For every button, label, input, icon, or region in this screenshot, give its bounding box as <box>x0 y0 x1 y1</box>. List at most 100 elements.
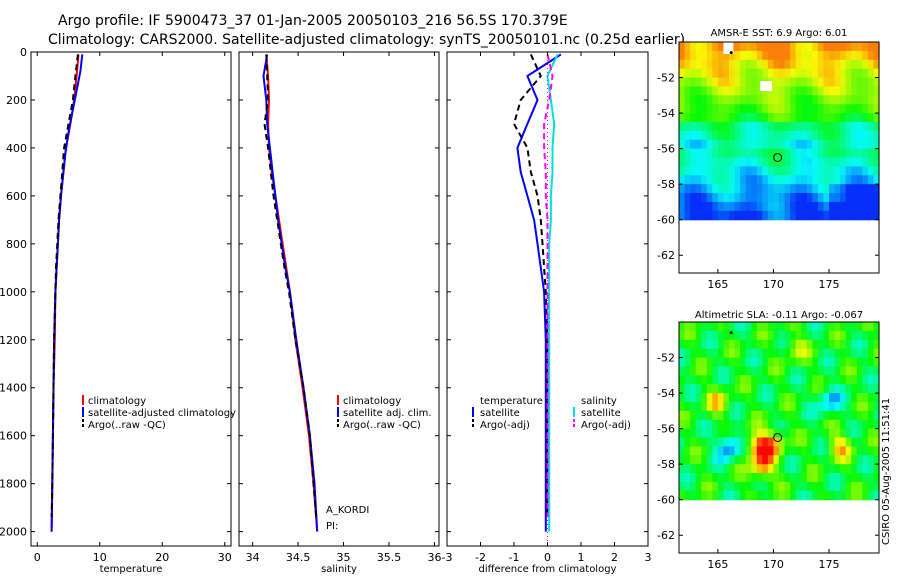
map-cell <box>701 184 708 194</box>
map-cell <box>834 366 841 376</box>
map-cell <box>812 366 819 376</box>
map-cell <box>801 490 808 501</box>
map-cell <box>856 42 863 52</box>
map-cell <box>762 464 769 474</box>
map-cell <box>845 357 852 368</box>
map-cell <box>845 113 852 123</box>
map-cell <box>790 86 797 96</box>
map-cell <box>851 77 858 88</box>
map-cell <box>679 357 686 368</box>
map-cell <box>756 201 763 212</box>
map-cell <box>701 59 708 70</box>
map-cell <box>773 95 780 105</box>
map-cell <box>817 393 825 403</box>
map-cell <box>762 410 769 421</box>
map-cell <box>795 50 802 61</box>
map-cell <box>695 193 702 203</box>
map-cell <box>745 201 752 212</box>
map-cell <box>829 157 836 167</box>
map-cell <box>706 366 713 376</box>
map-cell <box>706 419 713 430</box>
map-cell <box>795 193 802 203</box>
y-tick-label: 200 <box>6 94 27 107</box>
map-cell <box>684 366 691 376</box>
map-cell <box>756 184 763 194</box>
map-cell <box>779 348 786 359</box>
map-cell <box>873 464 880 474</box>
map-cell <box>862 42 869 52</box>
map-cell <box>740 473 747 483</box>
map-cell <box>851 42 858 52</box>
map-cell <box>679 95 686 105</box>
map-cell <box>679 148 686 159</box>
map-cell <box>834 437 841 447</box>
map-cell <box>867 139 875 150</box>
map-cell <box>779 104 786 114</box>
map-cell <box>862 366 869 376</box>
y-tick-label: -62 <box>657 529 675 542</box>
map-cell <box>751 437 758 447</box>
map-cell <box>779 157 786 167</box>
map-cell <box>773 366 780 376</box>
x-tick-label: 36 <box>427 551 441 564</box>
map-cell <box>867 330 875 341</box>
y-tick-label: 0 <box>20 46 27 59</box>
map-cell <box>773 86 780 96</box>
map-cell <box>806 139 813 150</box>
map-cell <box>762 157 769 167</box>
map-cell <box>712 428 719 439</box>
map-cell <box>867 339 875 350</box>
map-cell <box>790 121 797 132</box>
map-cell <box>701 139 708 150</box>
map-cell <box>740 95 747 105</box>
map-cell <box>845 139 852 150</box>
map-cell <box>856 428 863 439</box>
map-cell <box>812 175 819 185</box>
map-cell <box>740 339 747 350</box>
map-cell <box>723 50 730 61</box>
x-tick-label: 170 <box>763 558 784 571</box>
map-cell <box>801 428 808 439</box>
map-cell <box>856 113 863 123</box>
map-cell <box>712 473 719 483</box>
map-cell <box>840 464 847 474</box>
map-cell <box>862 193 869 203</box>
map-cell <box>706 446 713 456</box>
map-cell <box>729 357 736 368</box>
map-cell <box>790 393 797 403</box>
map-cell <box>873 357 880 368</box>
map-cell <box>834 348 841 359</box>
map-cell <box>717 68 725 79</box>
map-cell <box>801 113 808 123</box>
map-cell <box>795 121 802 132</box>
map-cell <box>851 428 858 439</box>
map-cell <box>734 130 741 141</box>
map-cell <box>717 121 725 132</box>
map-cell <box>695 184 702 194</box>
map-cell <box>784 139 791 150</box>
map-cell <box>723 139 730 150</box>
map-cell <box>784 148 791 159</box>
map-cell <box>817 139 825 150</box>
map-cell <box>712 330 719 341</box>
map-cell <box>795 322 802 332</box>
map-cell <box>679 42 686 52</box>
map-cell <box>684 175 691 185</box>
map-cell <box>690 130 697 141</box>
map-cell <box>845 428 852 439</box>
map-cell <box>851 393 858 403</box>
map-cell <box>812 121 819 132</box>
map-cell <box>806 464 813 474</box>
map-cell <box>856 139 863 150</box>
map-cell <box>767 410 775 421</box>
map-cell <box>873 175 880 185</box>
annotation-line-2: PI: <box>326 521 338 532</box>
map-cell <box>723 59 730 70</box>
map-cell <box>829 139 836 150</box>
map-cell <box>867 184 875 194</box>
map-cell <box>695 50 702 61</box>
map-cell <box>745 77 752 88</box>
map-cell <box>701 366 708 376</box>
map-cell <box>823 446 830 456</box>
map-cell <box>823 330 830 341</box>
